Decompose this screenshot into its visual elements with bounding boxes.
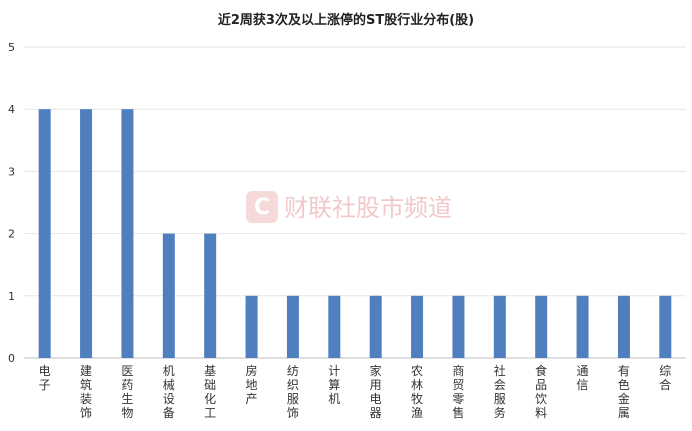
x-tick-label: 饮: [535, 392, 547, 406]
x-tick-label: 色: [618, 378, 630, 392]
bar: [245, 295, 258, 358]
x-tick-label: 农: [411, 364, 423, 378]
watermark-logo: [246, 191, 278, 223]
x-tick-label: 房: [246, 363, 258, 378]
x-tick-label: 零: [452, 392, 464, 406]
y-tick-label: 5: [8, 41, 15, 54]
x-tick-label: 织: [287, 378, 299, 392]
x-tick-label: 会: [494, 378, 506, 392]
bars: [38, 109, 672, 358]
x-tick-label: 机: [328, 392, 340, 406]
y-tick-label: 2: [8, 228, 15, 241]
x-tick-label: 子: [39, 378, 51, 392]
x-tick-label: 务: [494, 405, 506, 420]
bar: [535, 295, 548, 358]
x-tick-label: 生: [121, 392, 133, 406]
x-tick-label: 商: [452, 363, 464, 378]
x-tick-label: 筑: [80, 377, 92, 392]
x-tick-label: 合: [659, 377, 671, 392]
x-tick-label: 通: [577, 364, 589, 378]
x-tick-label: 基: [204, 364, 216, 378]
x-tick-label: 服: [287, 392, 299, 406]
x-tick-label: 有: [618, 364, 630, 378]
bar: [411, 295, 424, 358]
x-tick-label: 渔: [411, 406, 423, 420]
x-tick-label: 饰: [287, 406, 299, 420]
bar: [369, 295, 382, 358]
x-tick-label: 电: [39, 364, 51, 378]
bar: [452, 295, 465, 358]
gridlines: [24, 46, 686, 359]
bar: [121, 109, 134, 358]
x-tick-label: 信: [577, 378, 589, 392]
y-tick-label: 1: [8, 290, 15, 303]
x-tick-label: 备: [163, 406, 175, 420]
x-tick-label: 化: [204, 392, 216, 406]
x-tick-label: 产: [246, 392, 258, 406]
x-tick-label: 林: [411, 378, 423, 392]
bar: [328, 295, 341, 358]
watermark-text: 财联社股市频道: [284, 194, 452, 222]
x-tick-label: 础: [204, 378, 216, 392]
bar: [576, 295, 589, 358]
bar: [38, 109, 51, 358]
bar: [204, 233, 217, 358]
watermark: C 财联社股市频道: [246, 191, 452, 223]
bar: [493, 295, 506, 358]
x-tick-label: 售: [452, 405, 464, 420]
x-tick-label: 饰: [80, 406, 92, 420]
x-tick-label: 属: [618, 406, 630, 420]
x-tick-label: 算: [328, 377, 340, 392]
x-tick-label: 电: [370, 392, 382, 406]
x-tick-label: 用: [370, 378, 382, 392]
x-tick-label: 计: [328, 364, 340, 378]
x-tick-label: 服: [494, 392, 506, 406]
bar: [286, 295, 299, 358]
bar: [80, 109, 93, 358]
x-tick-label: 装: [80, 392, 92, 406]
x-tick-label: 品: [535, 378, 547, 392]
x-tick-label: 物: [121, 406, 133, 420]
x-tick-label: 食: [535, 363, 547, 378]
x-tick-label: 纺: [287, 364, 299, 378]
x-tick-label: 机: [163, 364, 175, 378]
x-tick-label: 设: [163, 392, 175, 406]
chart-title: 近2周获3次及以上涨停的ST股行业分布(股): [218, 12, 474, 28]
y-axis-ticks: 0 1 2 3 4 5: [8, 41, 15, 365]
x-tick-label: 家: [370, 363, 382, 378]
x-tick-label: 药: [121, 378, 133, 392]
bar: [659, 295, 672, 358]
x-tick-label: 医: [121, 364, 133, 378]
x-tick-label: 社: [494, 363, 506, 378]
x-tick-label: 建: [80, 364, 92, 378]
x-tick-label: 器: [370, 406, 382, 420]
x-tick-label: 械: [163, 377, 175, 392]
x-tick-label: 料: [535, 406, 547, 420]
x-tick-label: 地: [246, 378, 258, 392]
x-axis-ticks: 电子建筑装饰医药生物机械设备基础化工房地产纺织服饰计算机家用电器农林牧渔商贸零售…: [39, 363, 672, 420]
x-tick-label: 工: [204, 406, 216, 420]
x-tick-label: 金: [618, 391, 630, 406]
bar: [162, 233, 175, 358]
x-tick-label: 贸: [452, 378, 464, 392]
x-tick-label: 综: [659, 364, 671, 378]
y-tick-label: 4: [8, 103, 15, 116]
watermark-logo-letter: C: [254, 195, 270, 220]
bar: [617, 295, 630, 358]
y-tick-label: 0: [8, 352, 15, 365]
y-tick-label: 3: [8, 165, 15, 178]
x-tick-label: 牧: [411, 392, 423, 406]
